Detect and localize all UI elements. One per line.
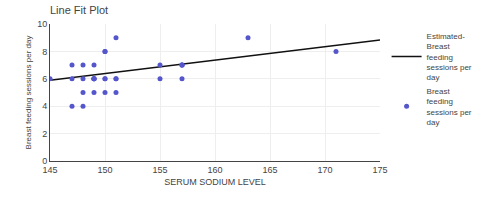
svg-text:8: 8	[42, 47, 47, 57]
svg-text:Breast feeding sessions per da: Breast feeding sessions per day	[24, 36, 33, 150]
svg-text:6: 6	[42, 74, 47, 84]
svg-text:2: 2	[42, 129, 47, 139]
svg-text:150: 150	[97, 165, 112, 175]
svg-text:Breastfeedingsessions perday: Breastfeedingsessions perday	[427, 87, 472, 127]
svg-text:4: 4	[42, 101, 47, 111]
svg-text:0: 0	[42, 156, 47, 166]
svg-text:Estimated-Breastfeedingsession: Estimated-Breastfeedingsessions perday	[427, 32, 472, 83]
svg-text:170: 170	[317, 165, 332, 175]
svg-text:165: 165	[262, 165, 277, 175]
svg-text:175: 175	[372, 165, 387, 175]
svg-text:145: 145	[42, 165, 57, 175]
svg-text:Line Fit Plot: Line Fit Plot	[50, 4, 108, 16]
svg-text:10: 10	[37, 19, 47, 29]
svg-text:SERUM SODIUM LEVEL: SERUM SODIUM LEVEL	[164, 177, 266, 187]
svg-text:160: 160	[207, 165, 222, 175]
svg-text:155: 155	[152, 165, 167, 175]
